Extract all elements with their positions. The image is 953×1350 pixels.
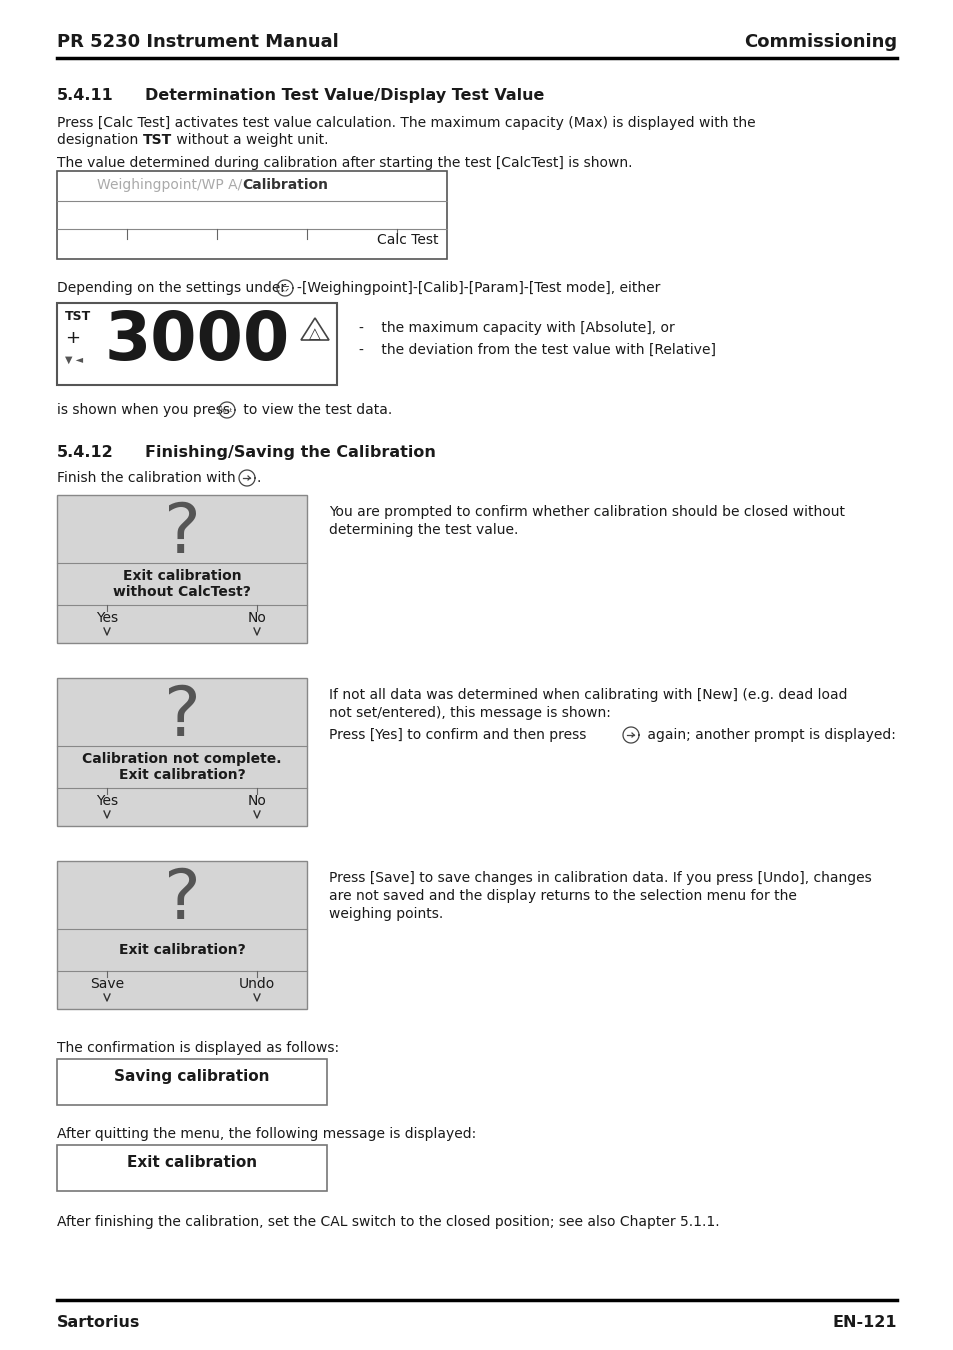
Text: without a weight unit.: without a weight unit. <box>172 134 328 147</box>
Text: Exit calibration?: Exit calibration? <box>118 768 245 782</box>
Text: PR 5230 Instrument Manual: PR 5230 Instrument Manual <box>57 32 338 51</box>
Text: Depending on the settings under: Depending on the settings under <box>57 281 291 296</box>
Bar <box>57 678 307 826</box>
Text: is shown when you press: is shown when you press <box>57 404 234 417</box>
Text: .: . <box>256 471 261 485</box>
Text: Undo: Undo <box>238 977 274 991</box>
Text: Calibration: Calibration <box>242 178 328 192</box>
Bar <box>57 1145 327 1191</box>
Text: Calc Test: Calc Test <box>377 234 438 247</box>
Text: to view the test data.: to view the test data. <box>239 404 392 417</box>
Text: +: + <box>65 329 80 347</box>
Text: -    the maximum capacity with [Absolute], or: - the maximum capacity with [Absolute], … <box>358 321 674 335</box>
Text: test: test <box>221 409 233 413</box>
Text: 5.4.12: 5.4.12 <box>57 446 113 460</box>
Text: Weighingpoint/WP A/: Weighingpoint/WP A/ <box>96 178 242 192</box>
Text: Exit calibration: Exit calibration <box>123 568 241 583</box>
Text: Determination Test Value/Display Test Value: Determination Test Value/Display Test Va… <box>145 88 544 103</box>
Text: Exit calibration: Exit calibration <box>127 1156 256 1170</box>
Text: are not saved and the display returns to the selection menu for the: are not saved and the display returns to… <box>329 890 796 903</box>
Text: The value determined during calibration after starting the test [CalcTest] is sh: The value determined during calibration … <box>57 157 632 170</box>
Text: ?: ? <box>163 500 200 567</box>
Bar <box>57 302 336 385</box>
Text: Press [Save] to save changes in calibration data. If you press [Undo], changes: Press [Save] to save changes in calibrat… <box>329 871 871 886</box>
Text: △: △ <box>309 325 320 342</box>
Text: Commissioning: Commissioning <box>743 32 896 51</box>
Text: designation: designation <box>57 134 143 147</box>
Text: 5.4.11: 5.4.11 <box>57 88 113 103</box>
Text: After finishing the calibration, set the CAL switch to the closed position; see : After finishing the calibration, set the… <box>57 1215 719 1228</box>
Text: 3000: 3000 <box>105 308 290 374</box>
Text: No: No <box>247 794 266 809</box>
Text: After quitting the menu, the following message is displayed:: After quitting the menu, the following m… <box>57 1127 476 1141</box>
Text: Calibration not complete.: Calibration not complete. <box>82 752 281 765</box>
Text: not set/entered), this message is shown:: not set/entered), this message is shown: <box>329 706 610 720</box>
Text: Yes: Yes <box>96 612 118 625</box>
Text: without CalcTest?: without CalcTest? <box>113 585 251 599</box>
Bar <box>57 171 447 259</box>
Bar <box>57 861 307 1008</box>
Text: No: No <box>247 612 266 625</box>
Text: ?: ? <box>163 865 200 933</box>
Bar <box>57 1058 327 1106</box>
Text: The confirmation is displayed as follows:: The confirmation is displayed as follows… <box>57 1041 338 1054</box>
Text: If not all data was determined when calibrating with [New] (e.g. dead load: If not all data was determined when cali… <box>329 688 846 702</box>
Bar <box>57 495 307 643</box>
Text: ?: ? <box>163 683 200 751</box>
Text: weighing points.: weighing points. <box>329 907 443 921</box>
Text: -[Weighingpoint]-[Calib]-[Param]-[Test mode], either: -[Weighingpoint]-[Calib]-[Param]-[Test m… <box>296 281 659 296</box>
Text: Saving calibration: Saving calibration <box>114 1069 270 1084</box>
Text: Yes: Yes <box>96 794 118 809</box>
Text: EN-121: EN-121 <box>832 1315 896 1330</box>
Text: Sartorius: Sartorius <box>57 1315 140 1330</box>
Text: Press [Yes] to confirm and then press: Press [Yes] to confirm and then press <box>329 728 590 743</box>
Text: Finish the calibration with: Finish the calibration with <box>57 471 240 485</box>
Text: again; another prompt is displayed:: again; another prompt is displayed: <box>642 728 895 743</box>
Text: determining the test value.: determining the test value. <box>329 522 517 537</box>
Text: Press [Calc Test] activates test value calculation. The maximum capacity (Max) i: Press [Calc Test] activates test value c… <box>57 116 755 130</box>
Text: TST: TST <box>65 310 91 323</box>
Text: Finishing/Saving the Calibration: Finishing/Saving the Calibration <box>145 446 436 460</box>
Text: You are prompted to confirm whether calibration should be closed without: You are prompted to confirm whether cali… <box>329 505 844 518</box>
Text: Save: Save <box>90 977 124 991</box>
Text: Exit calibration?: Exit calibration? <box>118 944 245 957</box>
Text: -    the deviation from the test value with [Relative]: - the deviation from the test value with… <box>358 343 716 356</box>
Text: TST: TST <box>143 134 172 147</box>
Text: ▼ ◄: ▼ ◄ <box>65 355 83 364</box>
